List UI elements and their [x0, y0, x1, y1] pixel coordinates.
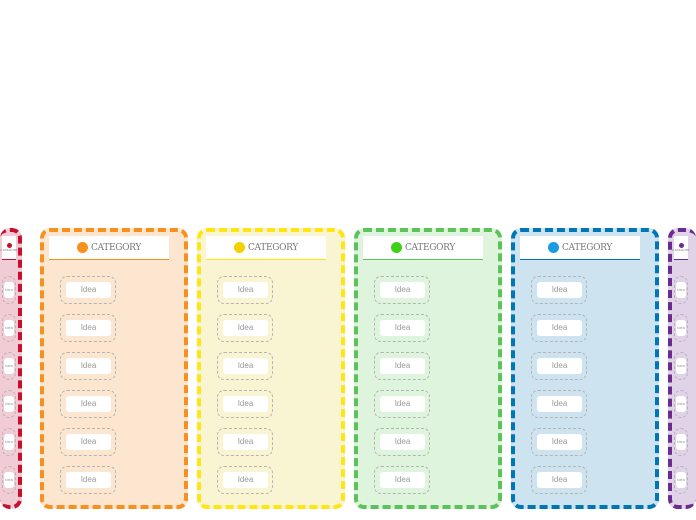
idea-label: Idea: [66, 282, 111, 298]
idea-card[interactable]: Idea: [60, 314, 116, 342]
idea-label: Idea: [66, 358, 111, 374]
idea-label: Idea: [537, 358, 582, 374]
idea-label: Idea: [223, 396, 268, 412]
category-label: CATEGORY: [672, 248, 690, 252]
idea-label: Idea: [66, 396, 111, 412]
idea-card[interactable]: Idea: [674, 314, 688, 342]
category-label: CATEGORY: [404, 242, 456, 253]
idea-label: Idea: [223, 320, 268, 336]
idea-card[interactable]: Idea: [374, 390, 430, 418]
idea-card[interactable]: Idea: [374, 352, 430, 380]
idea-label: Idea: [4, 320, 14, 336]
idea-card[interactable]: Idea: [2, 352, 16, 380]
category-column[interactable]: CATEGORY Idea Idea Idea Idea Idea Idea: [0, 228, 22, 509]
idea-card[interactable]: Idea: [2, 466, 16, 494]
category-header[interactable]: CATEGORY: [206, 236, 326, 260]
idea-card[interactable]: Idea: [374, 314, 430, 342]
category-dot-icon: [76, 242, 88, 253]
idea-label: Idea: [676, 320, 686, 336]
idea-label: Idea: [4, 396, 14, 412]
idea-label: Idea: [223, 358, 268, 374]
idea-label: Idea: [66, 472, 111, 488]
idea-card[interactable]: Idea: [217, 390, 273, 418]
idea-label: Idea: [537, 282, 582, 298]
idea-label: Idea: [223, 434, 268, 450]
idea-card[interactable]: Idea: [674, 428, 688, 456]
idea-card[interactable]: Idea: [531, 428, 587, 456]
idea-label: Idea: [380, 434, 425, 450]
idea-card[interactable]: Idea: [217, 428, 273, 456]
idea-card[interactable]: Idea: [374, 466, 430, 494]
idea-card[interactable]: Idea: [217, 276, 273, 304]
idea-label: Idea: [380, 320, 425, 336]
category-header[interactable]: CATEGORY: [0, 236, 18, 260]
idea-label: Idea: [380, 358, 425, 374]
category-dot-icon: [547, 242, 559, 253]
idea-card[interactable]: Idea: [674, 466, 688, 494]
idea-label: Idea: [66, 434, 111, 450]
idea-label: Idea: [4, 358, 14, 374]
idea-card[interactable]: Idea: [217, 352, 273, 380]
idea-label: Idea: [676, 396, 686, 412]
idea-label: Idea: [380, 282, 425, 298]
idea-label: Idea: [223, 282, 268, 298]
idea-label: Idea: [676, 434, 686, 450]
idea-label: Idea: [380, 396, 425, 412]
category-label: CATEGORY: [561, 242, 613, 253]
category-header[interactable]: CATEGORY: [363, 236, 483, 260]
idea-label: Idea: [4, 472, 14, 488]
idea-label: Idea: [537, 472, 582, 488]
idea-card[interactable]: Idea: [531, 276, 587, 304]
category-header[interactable]: CATEGORY: [672, 236, 690, 260]
idea-card[interactable]: Idea: [2, 314, 16, 342]
idea-label: Idea: [676, 358, 686, 374]
idea-card[interactable]: Idea: [674, 352, 688, 380]
category-dot-icon: [6, 243, 12, 248]
category-label: CATEGORY: [90, 242, 142, 253]
idea-card[interactable]: Idea: [2, 390, 16, 418]
idea-label: Idea: [66, 320, 111, 336]
idea-card[interactable]: Idea: [374, 276, 430, 304]
idea-card[interactable]: Idea: [374, 428, 430, 456]
category-dot-icon: [233, 242, 245, 253]
category-header[interactable]: CATEGORY: [520, 236, 640, 260]
idea-card[interactable]: Idea: [217, 314, 273, 342]
category-column[interactable]: CATEGORY Idea Idea Idea Idea Idea Idea: [354, 228, 502, 509]
idea-card[interactable]: Idea: [674, 276, 688, 304]
idea-card[interactable]: Idea: [674, 390, 688, 418]
idea-card[interactable]: Idea: [531, 352, 587, 380]
category-dot-icon: [390, 242, 402, 253]
idea-label: Idea: [4, 434, 14, 450]
idea-label: Idea: [380, 472, 425, 488]
idea-card[interactable]: Idea: [60, 428, 116, 456]
idea-card[interactable]: Idea: [60, 276, 116, 304]
idea-label: Idea: [537, 396, 582, 412]
category-header[interactable]: CATEGORY: [49, 236, 169, 260]
category-label: CATEGORY: [0, 248, 18, 252]
idea-label: Idea: [676, 472, 686, 488]
idea-card[interactable]: Idea: [217, 466, 273, 494]
idea-card[interactable]: Idea: [2, 276, 16, 304]
idea-label: Idea: [4, 282, 14, 298]
idea-label: Idea: [537, 434, 582, 450]
idea-label: Idea: [537, 320, 582, 336]
category-column[interactable]: CATEGORY Idea Idea Idea Idea Idea Idea: [668, 228, 696, 509]
idea-card[interactable]: Idea: [60, 466, 116, 494]
category-column[interactable]: CATEGORY Idea Idea Idea Idea Idea Idea: [511, 228, 659, 509]
idea-label: Idea: [223, 472, 268, 488]
idea-card[interactable]: Idea: [531, 314, 587, 342]
idea-label: Idea: [676, 282, 686, 298]
idea-card[interactable]: Idea: [60, 390, 116, 418]
idea-card[interactable]: Idea: [531, 466, 587, 494]
category-dot-icon: [678, 243, 684, 248]
category-column[interactable]: CATEGORY Idea Idea Idea Idea Idea Idea: [40, 228, 188, 509]
idea-card[interactable]: Idea: [60, 352, 116, 380]
idea-card[interactable]: Idea: [2, 428, 16, 456]
category-column[interactable]: CATEGORY Idea Idea Idea Idea Idea Idea: [197, 228, 345, 509]
idea-card[interactable]: Idea: [531, 390, 587, 418]
category-label: CATEGORY: [247, 242, 299, 253]
